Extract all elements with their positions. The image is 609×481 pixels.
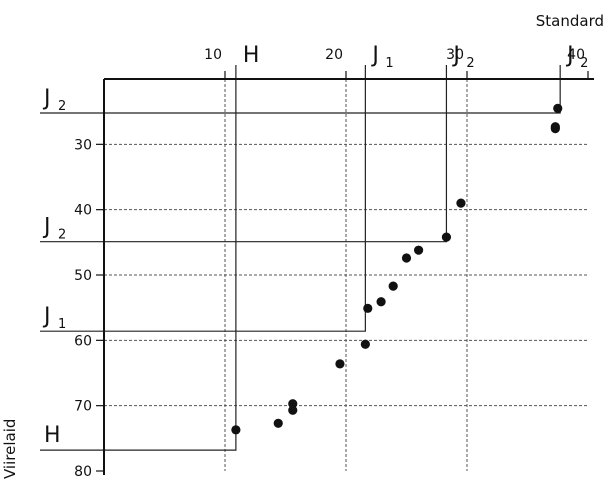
data-point (456, 198, 466, 208)
y-tick-label: 50 (74, 268, 92, 284)
grid-lines (104, 79, 588, 471)
data-point (335, 359, 345, 369)
data-point (441, 232, 452, 242)
marker-label-top: H (243, 43, 260, 68)
marker-label-left: J (42, 304, 51, 329)
marker-labels: HHJ 1J 1J 2J 2J 2J 2 (42, 43, 588, 448)
marker-subscript-top: 1 (385, 56, 393, 71)
y-tick-label: 80 (74, 464, 92, 480)
marker-subscript-left: 2 (58, 99, 66, 114)
marker-guide-line (40, 65, 237, 451)
guide-lines (40, 65, 561, 451)
data-point (550, 124, 560, 134)
data-point (231, 425, 241, 435)
data-point (376, 297, 386, 307)
x-tick-label: 10 (204, 47, 222, 63)
data-point (363, 303, 373, 313)
y-tick-label: 60 (74, 333, 92, 349)
marker-label-left: H (44, 423, 61, 448)
marker-label-left: J (42, 215, 51, 240)
marker-label-top: J (565, 43, 574, 68)
data-point (360, 339, 370, 349)
y-tick-label: 70 (74, 399, 92, 415)
marker-guide-line (40, 65, 448, 243)
y-tick-label: 40 (74, 203, 92, 219)
data-point (401, 253, 412, 263)
marker-subscript-top: 2 (466, 56, 474, 71)
axes (96, 71, 594, 475)
data-point (388, 281, 398, 291)
y-tick-label: 30 (74, 137, 92, 153)
data-points (231, 103, 563, 435)
marker-guide-line (40, 65, 561, 114)
x-tick-label: 40 (567, 47, 585, 63)
data-point (414, 245, 424, 255)
marker-subscript-left: 2 (58, 228, 66, 243)
x-axis-title: Standard (536, 12, 604, 30)
marker-label-top: J (370, 43, 379, 68)
marker-subscript-left: 1 (58, 317, 66, 332)
y-axis-title: Viirelaid (1, 419, 19, 479)
marker-label-top: J (451, 43, 460, 68)
x-tick-label: 30 (446, 47, 464, 63)
data-point (273, 418, 283, 428)
data-point (553, 103, 563, 113)
tick-labels: 10 20 30 40 30 40 50 60 70 80 (74, 47, 585, 480)
marker-guide-line (40, 65, 366, 332)
data-point (288, 405, 298, 415)
data-point (288, 399, 298, 409)
marker-label-left: J (42, 86, 51, 111)
x-tick-label: 20 (325, 47, 343, 63)
marker-subscript-top: 2 (580, 56, 588, 71)
